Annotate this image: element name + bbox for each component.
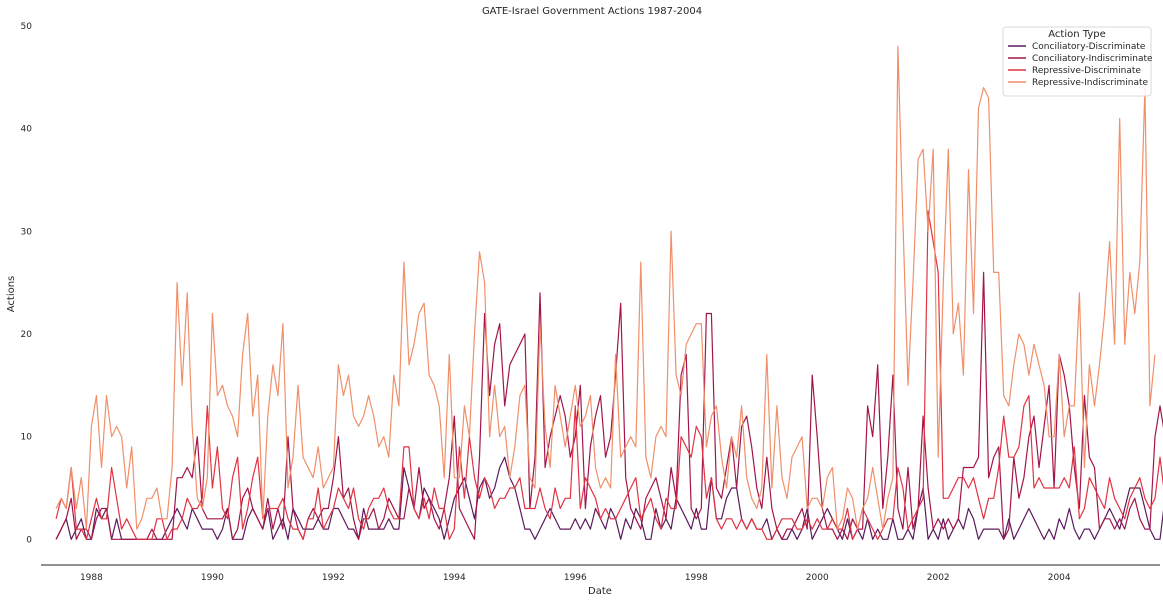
legend-label: Repressive-Discriminate [1032,66,1141,76]
x-tick-label: 1990 [201,573,224,583]
y-tick-label: 20 [21,330,33,340]
x-tick-label: 2002 [927,573,950,583]
legend-label: Conciliatory-Discriminate [1032,42,1146,52]
y-axis-ticks: 0 10 20 30 40 50 [21,22,33,545]
legend-label: Repressive-Indiscriminate [1032,78,1149,88]
legend: Action Type Conciliatory-DiscriminateCon… [1002,26,1153,97]
x-tick-label: 2000 [806,573,829,583]
chart-title: GATE-Israel Government Actions 1987-2004 [482,6,702,17]
x-tick-label: 1994 [443,573,466,583]
series-line-2 [55,271,1163,540]
legend-box [1002,26,1152,97]
series-lines [55,45,1163,540]
series-line-4 [55,45,1156,530]
y-tick-label: 30 [21,227,33,237]
series-line-3 [55,210,1163,540]
x-axis-title: Date [588,586,612,597]
y-axis-title: Actions [6,276,17,313]
y-tick-label: 10 [21,433,33,443]
y-tick-label: 40 [21,125,33,135]
legend-title: Action Type [1048,29,1105,40]
legend-item: Conciliatory-Discriminate [1008,42,1146,52]
legend-label: Conciliatory-Indiscriminate [1032,54,1153,64]
x-tick-label: 1998 [685,573,708,583]
x-tick-label: 1988 [80,573,103,583]
x-tick-label: 1992 [322,573,345,583]
legend-items: Conciliatory-Discriminate Conciliatory-In… [1008,42,1153,88]
legend-item: Repressive-Discriminate [1008,66,1141,76]
legend-item: Repressive-Indiscriminate [1008,78,1149,88]
legend-item: Conciliatory-Indiscriminate [1008,54,1153,64]
x-axis-ticks: 1988 1990 1992 1994 1996 1998 2000 2002 2004 [80,573,1071,583]
x-tick-label: 2004 [1048,573,1071,583]
x-tick-label: 1996 [564,573,587,583]
y-tick-label: 0 [26,535,32,545]
y-tick-label: 50 [21,22,33,32]
